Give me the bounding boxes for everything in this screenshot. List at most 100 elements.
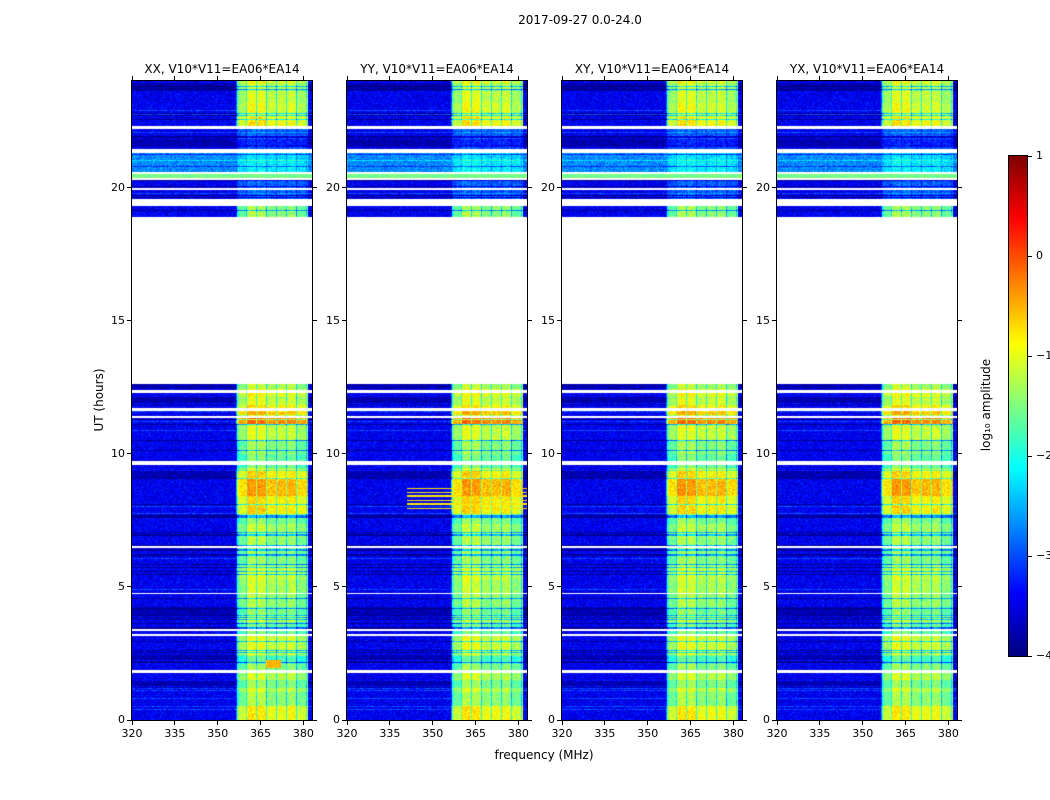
colorbar-canvas <box>1009 156 1027 656</box>
x-tick-top <box>862 76 864 80</box>
panel-xy: XY, V10*V11=EA06*EA14 320 335 350 365 380 0 5 1… <box>541 62 747 740</box>
x-tick-top <box>131 76 133 80</box>
x-tick-top <box>260 76 262 80</box>
x-tick <box>217 721 219 725</box>
panel-title-xy: XY, V10*V11=EA06*EA14 <box>574 62 730 76</box>
x-tick-top <box>776 76 778 80</box>
x-tick-label: 320 <box>551 727 573 740</box>
x-tick-top <box>732 76 734 80</box>
x-tick <box>905 721 907 725</box>
y-tick-right <box>528 453 532 455</box>
x-tick-top <box>517 76 519 80</box>
y-tick-right <box>528 187 532 188</box>
x-tick-top <box>690 76 692 80</box>
colorbar-tick-label: −1 <box>1036 349 1050 362</box>
x-tick-label: 365 <box>250 727 272 740</box>
x-tick-label: 335 <box>379 727 401 740</box>
colorbar-tick-label: −2 <box>1036 449 1050 462</box>
y-tick-right <box>958 719 962 721</box>
y-tick <box>557 586 561 588</box>
colorbar-tick-label: −3 <box>1036 549 1050 562</box>
y-tick-label: 5 <box>333 579 340 593</box>
panel-yx: YX, V10*V11=EA06*EA14 320 335 350 365 380 0 5 1… <box>756 62 962 740</box>
y-tick-right <box>528 719 532 721</box>
y-tick-right <box>313 586 317 588</box>
y-tick-right <box>528 320 532 322</box>
y-tick <box>342 586 346 588</box>
x-tick-top <box>947 76 949 80</box>
heatmap-canvas-yy <box>347 81 527 720</box>
y-tick-label: 10 <box>326 446 340 460</box>
colorbar-tick <box>1028 555 1032 557</box>
x-tick-label: 350 <box>207 727 229 740</box>
colorbar-tick-label: −4 <box>1036 649 1050 662</box>
y-tick <box>127 453 131 455</box>
x-tick-label: 350 <box>422 727 444 740</box>
x-tick-label: 380 <box>722 727 744 740</box>
x-tick-label: 350 <box>637 727 659 740</box>
x-tick <box>732 721 734 725</box>
colorbar: 1 0 −1 −2 −3 −4 <box>1008 149 1050 662</box>
x-tick-top <box>346 76 348 80</box>
x-tick-label: 350 <box>852 727 874 740</box>
x-tick <box>346 721 348 725</box>
x-tick-top <box>647 76 649 80</box>
y-tick-right <box>743 320 747 322</box>
y-tick-label: 15 <box>326 313 340 327</box>
y-tick <box>342 719 346 721</box>
colorbar-tick <box>1028 455 1032 457</box>
y-tick-right <box>743 453 747 455</box>
x-tick-label: 335 <box>594 727 616 740</box>
y-tick <box>557 320 561 322</box>
panel-title-xx: XX, V10*V11=EA06*EA14 <box>144 62 300 76</box>
y-tick <box>772 187 776 188</box>
x-tick <box>517 721 519 725</box>
y-tick-right <box>958 320 962 322</box>
y-tick <box>772 320 776 322</box>
y-tick <box>557 453 561 455</box>
x-tick <box>131 721 133 725</box>
x-tick <box>561 721 563 725</box>
x-tick <box>862 721 864 725</box>
y-tick-right <box>958 586 962 588</box>
x-tick-label: 365 <box>465 727 487 740</box>
y-tick <box>342 453 346 455</box>
y-tick-label: 5 <box>548 579 555 593</box>
y-tick-right <box>313 187 317 188</box>
colorbar-tick <box>1028 355 1032 357</box>
x-tick-top <box>475 76 477 80</box>
panel-yy: YY, V10*V11=EA06*EA14 320 335 350 365 380 0 5 1… <box>326 62 532 740</box>
colorbar-tick <box>1028 155 1032 157</box>
x-tick-top <box>432 76 434 80</box>
x-tick-label: 320 <box>121 727 143 740</box>
y-tick-right <box>313 719 317 721</box>
y-tick <box>127 187 131 188</box>
panel-xx: XX, V10*V11=EA06*EA14 320 335 350 365 380 0 5 1… <box>111 62 317 740</box>
x-tick-top <box>302 76 304 80</box>
x-tick-top <box>174 76 176 80</box>
figure-title: 2017-09-27 0.0-24.0 <box>518 13 642 27</box>
x-tick <box>475 721 477 725</box>
x-tick-top <box>389 76 391 80</box>
x-tick <box>947 721 949 725</box>
x-tick <box>819 721 821 725</box>
x-tick-label: 380 <box>292 727 314 740</box>
y-tick-right <box>958 453 962 455</box>
y-tick-label: 0 <box>118 713 125 726</box>
x-tick-label: 335 <box>164 727 186 740</box>
colorbar-tick-label: 0 <box>1036 249 1043 262</box>
y-tick-label: 20 <box>326 180 340 194</box>
y-tick <box>127 586 131 588</box>
y-tick-right <box>528 586 532 588</box>
x-tick-top <box>561 76 563 80</box>
y-tick-label: 15 <box>541 313 555 327</box>
x-tick <box>389 721 391 725</box>
x-tick <box>604 721 606 725</box>
y-tick-right <box>743 586 747 588</box>
x-tick-top <box>604 76 606 80</box>
y-tick <box>127 719 131 721</box>
y-tick <box>772 719 776 721</box>
y-tick-label: 10 <box>756 446 770 460</box>
y-tick <box>342 187 346 188</box>
colorbar-tick <box>1028 255 1032 257</box>
